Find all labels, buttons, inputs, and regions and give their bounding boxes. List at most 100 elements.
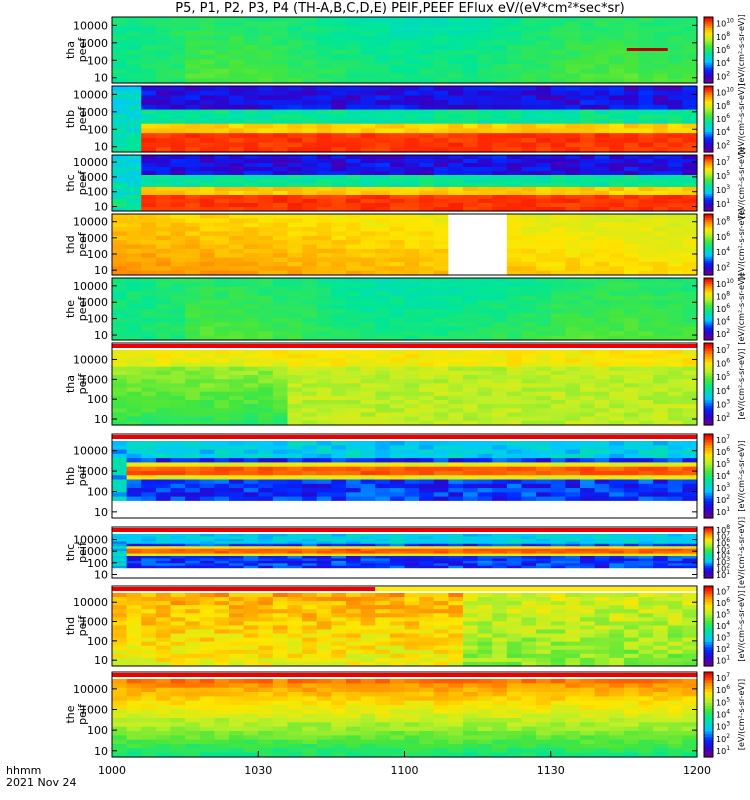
heatmap-cell — [346, 73, 362, 79]
heatmap-cell — [302, 133, 318, 139]
heatmap-cell — [609, 171, 625, 176]
heatmap-cell — [623, 171, 640, 176]
heatmap-cell — [258, 335, 274, 341]
heatmap-cell — [214, 309, 230, 315]
heatmap-cell — [594, 387, 610, 393]
heatmap-cell — [667, 358, 683, 364]
heatmap-cell — [492, 266, 508, 272]
heatmap-cell — [258, 496, 274, 502]
heatmap-cell — [155, 86, 172, 92]
heatmap-cell — [126, 483, 142, 489]
heatmap-cell — [346, 500, 362, 506]
heatmap-cell — [550, 470, 566, 476]
y-tick-label: 10 — [94, 413, 108, 426]
heatmap-cell — [170, 235, 186, 241]
heatmap-cell — [653, 370, 669, 376]
heatmap-cell — [580, 73, 596, 79]
heatmap-cell — [141, 133, 157, 139]
heatmap-cell — [565, 492, 581, 498]
heatmap-cell — [331, 304, 347, 310]
heatmap-cell — [229, 570, 245, 574]
heatmap-cell — [360, 387, 376, 393]
heatmap-cell — [448, 441, 464, 446]
heatmap-cell — [302, 26, 318, 32]
heatmap-cell — [433, 86, 449, 92]
heatmap-cell — [302, 313, 318, 319]
heatmap-cell — [433, 195, 449, 200]
heatmap-cell — [638, 235, 654, 241]
heatmap-cell — [521, 86, 537, 92]
heatmap-cell — [141, 563, 157, 567]
heatmap-cell — [433, 354, 449, 359]
heatmap-cell — [389, 40, 406, 46]
heatmap-cell — [682, 35, 698, 42]
heatmap-cell — [126, 248, 142, 254]
heatmap-cell — [492, 40, 508, 46]
colorbar-swatch — [704, 114, 713, 118]
heatmap-cell — [199, 31, 215, 37]
colorbar-tick-label: 106 — [716, 303, 730, 314]
heatmap-cell — [229, 191, 245, 196]
heatmap-cell — [463, 159, 479, 164]
heatmap-cell — [623, 313, 640, 319]
heatmap-cell — [185, 534, 201, 538]
heatmap-cell — [112, 291, 128, 297]
colorbar-swatch — [704, 264, 713, 268]
heatmap-cell — [126, 375, 142, 380]
heatmap-cell — [477, 78, 493, 84]
heatmap-cell — [389, 362, 406, 368]
heatmap-cell — [375, 261, 391, 267]
heatmap-cell — [521, 26, 537, 32]
heatmap-cell — [126, 21, 142, 28]
heatmap-cell — [155, 147, 172, 153]
colorbar-swatch — [704, 408, 713, 412]
heatmap-cell — [477, 73, 493, 79]
heatmap-cell — [404, 445, 420, 451]
heatmap-cell — [550, 240, 566, 246]
heatmap-cell — [229, 40, 245, 46]
heatmap-cell — [360, 114, 376, 120]
heatmap-cell — [331, 109, 347, 115]
heatmap-cell — [404, 119, 420, 125]
heatmap-cell — [155, 21, 172, 28]
heatmap-cell — [653, 119, 669, 125]
heatmap-cell — [550, 31, 566, 37]
heatmap-cell — [155, 541, 172, 545]
heatmap-cell — [667, 505, 683, 511]
heatmap-cell — [667, 317, 683, 323]
heatmap-cell — [667, 395, 683, 401]
heatmap-cell — [126, 404, 142, 409]
heatmap-cell — [463, 483, 479, 489]
y-tick-label: 10000 — [73, 88, 108, 101]
heatmap-cell — [141, 541, 157, 545]
heatmap-cell — [112, 248, 128, 254]
heatmap-cell — [477, 240, 493, 246]
heatmap-cell — [141, 175, 157, 180]
heatmap-cell — [594, 354, 610, 359]
heatmap-cell — [302, 235, 318, 241]
heatmap-cell — [375, 240, 391, 246]
heatmap-cell — [521, 167, 537, 172]
heatmap-cell — [594, 59, 610, 65]
heatmap-cell — [170, 45, 186, 51]
heatmap-cell — [506, 358, 523, 364]
heatmap-cell — [112, 155, 128, 160]
heatmap-cell — [170, 68, 186, 75]
heatmap-cell — [448, 155, 464, 160]
heatmap-cell — [155, 163, 172, 168]
heatmap-cell — [185, 286, 201, 292]
heatmap-cell — [550, 350, 566, 355]
heatmap-cell — [287, 286, 303, 292]
heatmap-cell — [272, 73, 289, 79]
heatmap-cell — [389, 568, 406, 572]
heatmap-cell — [477, 295, 493, 301]
panel-label-species: peef — [76, 106, 89, 132]
heatmap-cell — [375, 453, 391, 459]
heatmap-cell — [199, 291, 215, 297]
heatmap-cell — [404, 492, 420, 498]
colorbar-swatch — [704, 67, 713, 71]
heatmap-cell — [580, 509, 596, 515]
heatmap-cell — [609, 391, 625, 397]
heatmap-cell — [126, 253, 142, 259]
